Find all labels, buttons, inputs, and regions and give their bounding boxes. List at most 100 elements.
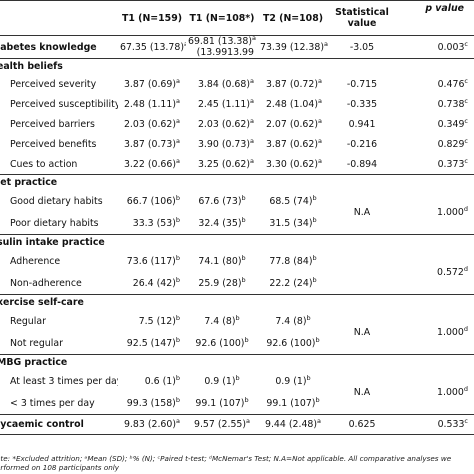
cell-t1-subset: 3.84 (0.68)a (197, 77, 254, 90)
row-label: Perceived severity (10, 79, 97, 90)
cell-stat: N.A (353, 386, 371, 398)
cell-p: 1.000d (437, 204, 468, 218)
cell-stat (328, 251, 396, 295)
cell-t1-subset: 3.25 (0.62)a (197, 156, 254, 170)
cell-t1: 33.3 (53)b (132, 215, 180, 229)
cell-t1-subset: 67.6 (73)b (198, 194, 246, 207)
cell-stat: 0.941 (348, 119, 376, 130)
cell-t1-subset: 2.03 (0.62)a (197, 117, 254, 130)
cell-t2: 73.39 (12.38)a (260, 39, 328, 53)
row-at-least-3-times: At least 3 times per day 0.6 (1)b 0.9 (1… (0, 371, 474, 398)
row-not-regular: Not regular 92.5 (147)b 92.6 (100)b 92.6… (0, 333, 474, 355)
cell-t2: 0.9 (1)b (275, 374, 311, 387)
row-perceived-barriers: Perceived barriers 2.03 (0.62)a 2.03 (0.… (0, 115, 474, 135)
footnote-line-1: ote: *Excluded attrition; ᵃMean (SD); ᵇ%… (0, 454, 452, 463)
header-variable (0, 0, 118, 36)
cell-t2: 3.87 (0.72)a (265, 77, 322, 90)
table-header: T1 (N=159) T1 (N=108*) T2 (N=108) Statis… (0, 0, 474, 36)
section-diet-practice: iet practice (0, 174, 474, 191)
section-smbg: MBG practice (0, 354, 474, 371)
cell-p: 0.572d (437, 264, 468, 278)
row-label: Poor dietary habits (10, 217, 99, 229)
row-less-than-3-times: < 3 times per day 99.3 (158)b 99.1 (107)… (0, 393, 474, 415)
cell-t2: 9.44 (2.48)a (258, 414, 328, 435)
cell-p: 0.476c (437, 77, 468, 90)
cell-p: 0.738c (437, 97, 468, 110)
row-non-adherence: Non-adherence 26.4 (42)b 25.9 (28)b 22.2… (0, 273, 474, 295)
header-p-value: p value (396, 0, 474, 36)
cell-t1-subset: 9.57 (2.55)a (186, 414, 258, 435)
row-perceived-benefits: Perceived benefits 3.87 (0.73)a 3.90 (0.… (0, 135, 474, 155)
section-exercise: xercise self-care (0, 294, 474, 311)
row-label: lycaemic control (0, 414, 118, 435)
section-label: MBG practice (0, 354, 474, 371)
cell-t2: 77.8 (84)b (269, 254, 317, 267)
row-cues-to-action: Cues to action 3.22 (0.66)a 3.25 (0.62)a… (0, 155, 474, 175)
cell-p: 0.533c (396, 414, 474, 435)
section-insulin-intake: sulin intake practice (0, 234, 474, 251)
cell-t1: 0.6 (1)b (144, 374, 180, 387)
row-label: < 3 times per day (10, 397, 95, 409)
cell-stat: -0.715 (346, 79, 378, 90)
cell-p: 0.003c (437, 39, 468, 53)
cell-t1: 92.5 (147)b (126, 335, 180, 349)
table-footnote: ote: *Excluded attrition; ᵃMean (SD); ᵇ%… (0, 454, 474, 472)
cell-t1-subset: 7.4 (8)b (204, 314, 240, 327)
row-label: Not regular (10, 337, 63, 349)
row-glycaemic-control: lycaemic control 9.83 (2.60)a 9.57 (2.55… (0, 414, 474, 435)
row-label: Regular (10, 316, 46, 327)
cell-t2: 31.5 (34)b (269, 215, 317, 229)
header-t1-full: T1 (N=159) (118, 0, 186, 36)
row-good-dietary-habits: Good dietary habits 66.7 (106)b 67.6 (73… (0, 191, 474, 218)
section-label: ealth beliefs (0, 58, 474, 75)
cell-t1-subset: 99.1 (107)b (195, 395, 249, 409)
cell-p: 1.000d (437, 324, 468, 338)
section-label: sulin intake practice (0, 234, 474, 251)
cell-t1: 66.7 (106)b (126, 194, 180, 207)
cell-t2: 68.5 (74)b (269, 194, 317, 207)
row-poor-dietary-habits: Poor dietary habits 33.3 (53)b 32.4 (35)… (0, 213, 474, 235)
cell-t1: 67.35 (13.78)a (120, 40, 186, 53)
row-adherence: Adherence 73.6 (117)b 74.1 (80)b 77.8 (8… (0, 251, 474, 278)
cell-t1-subset: 3.90 (0.73)a (197, 137, 254, 150)
cell-stat: -3.05 (349, 41, 375, 53)
row-perceived-severity: Perceived severity 3.87 (0.69)a 3.84 (0.… (0, 75, 474, 95)
row-regular: Regular 7.5 (12)b 7.4 (8)b 7.4 (8)b N.A … (0, 311, 474, 338)
section-label: iet practice (0, 174, 474, 191)
row-diabetes-knowledge: iabetes knowledge 67.35 (13.78)a 69.81 (… (0, 36, 474, 59)
row-label: Good dietary habits (10, 196, 103, 207)
row-label: Perceived susceptibility (10, 99, 118, 110)
cell-t1: 99.3 (158)b (126, 395, 180, 409)
cell-p: 1.000d (437, 384, 468, 398)
cell-t2: 99.1 (107)b (266, 395, 320, 409)
cell-t1-subset: 32.4 (35)b (198, 215, 246, 229)
cell-t1: 3.87 (0.73)a (123, 137, 180, 150)
cell-t2: 2.48 (1.04)a (265, 97, 322, 110)
cell-t1-subset: 2.45 (1.11)a (197, 97, 254, 110)
cell-t2: 92.6 (100)b (266, 335, 320, 349)
header-statistical-value: Statistical value (328, 0, 396, 36)
cell-t1: 26.4 (42)b (132, 275, 180, 289)
row-label: Cues to action (10, 158, 78, 170)
row-label: At least 3 times per day (10, 376, 118, 387)
cell-t1-subset: 0.9 (1)b (204, 374, 240, 387)
cell-stat: -0.335 (346, 99, 378, 110)
section-label: xercise self-care (0, 294, 474, 311)
cell-t1: 73.6 (117)b (126, 254, 180, 267)
row-perceived-susceptibility: Perceived susceptibility 2.48 (1.11)a 2.… (0, 95, 474, 115)
cell-t2: 22.2 (24)b (269, 275, 317, 289)
cell-stat: -0.894 (346, 158, 378, 170)
row-label: Perceived barriers (10, 119, 95, 130)
cell-t2: 7.4 (8)b (275, 314, 311, 327)
cell-t2: 2.07 (0.62)a (265, 117, 322, 130)
footnote-line-2: erformed on 108 participants only (0, 463, 120, 472)
cell-stat: 0.625 (328, 414, 396, 435)
row-label: iabetes knowledge (0, 41, 97, 53)
header-t1-subset: T1 (N=108*) (186, 0, 258, 36)
cell-t1: 2.03 (0.62)a (123, 117, 180, 130)
cell-t2: 3.30 (0.62)a (265, 156, 322, 170)
cell-t1-subset: 92.6 (100)b (195, 335, 249, 349)
cell-t1: 3.22 (0.66)a (123, 156, 180, 170)
cell-stat: N.A (353, 326, 371, 338)
cell-t1: 2.48 (1.11)a (123, 97, 180, 110)
